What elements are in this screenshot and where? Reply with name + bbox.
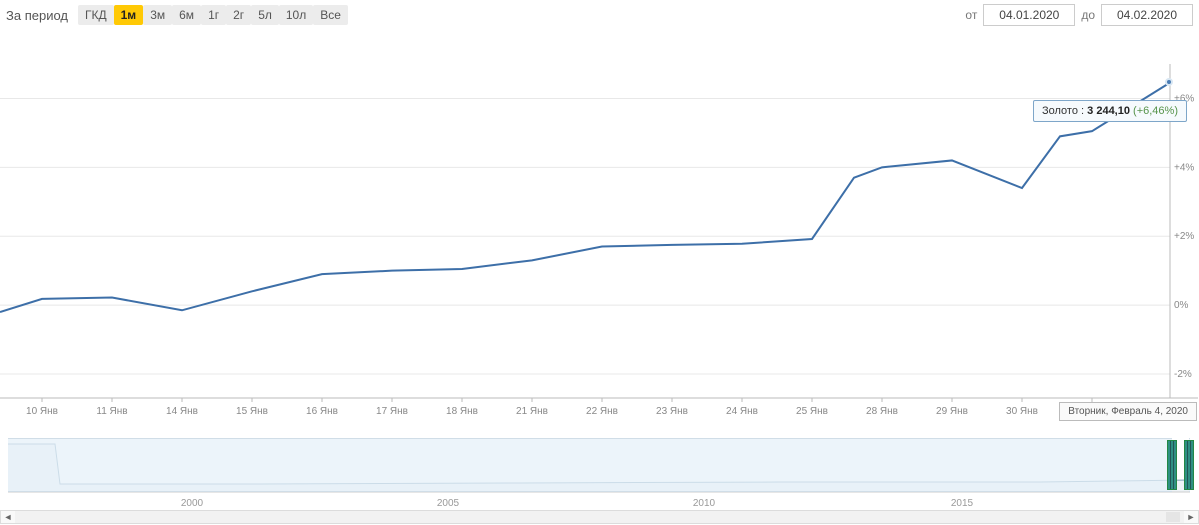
svg-text:10 Янв: 10 Янв [26, 406, 58, 417]
svg-text:17 Янв: 17 Янв [376, 406, 408, 417]
navigator-handle-left[interactable] [1167, 440, 1177, 490]
date-range-controls: от до [965, 4, 1193, 26]
svg-text:24 Янв: 24 Янв [726, 406, 758, 417]
scroll-thumb[interactable] [1166, 512, 1180, 522]
range-button-5л[interactable]: 5л [251, 5, 279, 25]
period-label: За период [6, 8, 68, 23]
svg-text:23 Янв: 23 Янв [656, 406, 688, 417]
svg-text:22 Янв: 22 Янв [586, 406, 618, 417]
svg-text:25 Янв: 25 Янв [796, 406, 828, 417]
main-chart[interactable]: -2%0%+2%+4%+6%10 Янв11 Янв14 Янв15 Янв16… [0, 44, 1199, 424]
navigator-mask-left [8, 438, 1172, 492]
svg-text:30 Янв: 30 Янв [1006, 406, 1038, 417]
svg-text:-2%: -2% [1174, 369, 1192, 380]
svg-text:2010: 2010 [693, 498, 716, 509]
from-label: от [965, 8, 977, 22]
range-button-ГКД[interactable]: ГКД [78, 5, 114, 25]
range-button-6м[interactable]: 6м [172, 5, 201, 25]
svg-text:16 Янв: 16 Янв [306, 406, 338, 417]
scroll-track[interactable] [15, 511, 1184, 523]
to-date-input[interactable] [1101, 4, 1193, 26]
svg-text:2000: 2000 [181, 498, 204, 509]
navigator[interactable]: 2000 2005 2010 2015 [0, 438, 1199, 510]
svg-text:28 Янв: 28 Янв [866, 406, 898, 417]
svg-text:29 Янв: 29 Янв [936, 406, 968, 417]
range-button-1м[interactable]: 1м [114, 5, 144, 25]
svg-text:+4%: +4% [1174, 162, 1194, 173]
svg-text:2015: 2015 [951, 498, 974, 509]
svg-text:15 Янв: 15 Янв [236, 406, 268, 417]
svg-text:2005: 2005 [437, 498, 460, 509]
svg-text:0%: 0% [1174, 300, 1189, 311]
series-tooltip: Золото : 3 244,10 (+6,46%) [1033, 100, 1187, 122]
to-label: до [1081, 8, 1095, 22]
navigator-handle-right[interactable] [1184, 440, 1194, 490]
svg-text:21 Янв: 21 Янв [516, 406, 548, 417]
series-marker [1165, 78, 1173, 86]
from-date-input[interactable] [983, 4, 1075, 26]
svg-text:11 Янв: 11 Янв [96, 406, 127, 417]
horizontal-scrollbar[interactable]: ◄ ► [0, 510, 1199, 524]
date-tooltip: Вторник, Февраль 4, 2020 [1059, 402, 1197, 421]
svg-text:14 Янв: 14 Янв [166, 406, 198, 417]
svg-text:+2%: +2% [1174, 231, 1194, 242]
scroll-left-arrow[interactable]: ◄ [1, 511, 15, 523]
range-button-1г[interactable]: 1г [201, 5, 226, 25]
scroll-right-arrow[interactable]: ► [1184, 511, 1198, 523]
range-button-3м[interactable]: 3м [143, 5, 172, 25]
range-button-10л[interactable]: 10л [279, 5, 313, 25]
tooltip-pct: (+6,46%) [1133, 105, 1178, 117]
svg-text:18 Янв: 18 Янв [446, 406, 478, 417]
period-controls: За период ГКД1м3м6м1г2г5л10лВсе от до [0, 0, 1199, 30]
tooltip-value: 3 244,10 [1087, 105, 1130, 117]
main-chart-svg: -2%0%+2%+4%+6%10 Янв11 Янв14 Янв15 Янв16… [0, 44, 1199, 424]
range-button-2г[interactable]: 2г [226, 5, 251, 25]
range-button-Все[interactable]: Все [313, 5, 348, 25]
tooltip-asset: Золото [1042, 105, 1078, 117]
